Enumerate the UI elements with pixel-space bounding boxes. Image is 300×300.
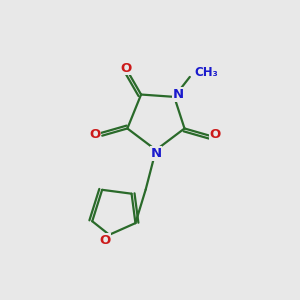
Text: O: O bbox=[209, 128, 220, 141]
Text: O: O bbox=[120, 62, 131, 75]
Text: O: O bbox=[99, 234, 110, 247]
Text: N: N bbox=[150, 147, 161, 160]
Text: N: N bbox=[173, 88, 184, 101]
Text: CH₃: CH₃ bbox=[194, 66, 218, 79]
Text: O: O bbox=[89, 128, 100, 141]
